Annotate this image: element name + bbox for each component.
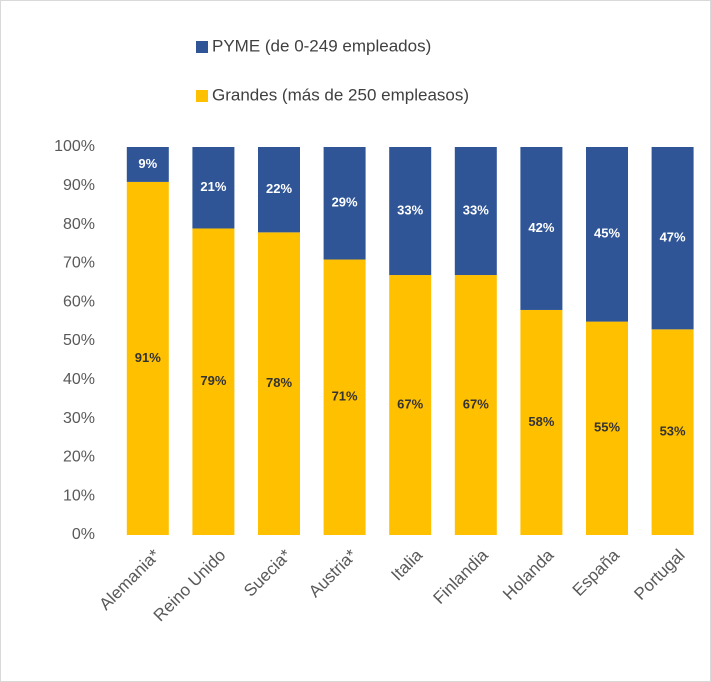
data-label: 22%: [266, 181, 292, 196]
y-tick-label: 30%: [63, 410, 95, 427]
bar-segment: [586, 321, 628, 535]
y-tick-label: 80%: [63, 216, 95, 233]
data-label: 91%: [135, 350, 161, 365]
y-tick-label: 90%: [63, 177, 95, 194]
data-label: 67%: [397, 396, 423, 411]
data-label: 55%: [594, 420, 620, 435]
bar-segment: [651, 329, 694, 535]
bar-segment: [651, 147, 694, 330]
bar-segment: [520, 147, 563, 310]
bar-segment: [126, 181, 169, 536]
bar-segment: [258, 232, 300, 536]
y-tick-label: 40%: [63, 371, 95, 388]
bar-segment: [520, 309, 563, 535]
bar-segment: [454, 275, 497, 535]
data-label: 78%: [266, 375, 292, 390]
bar-segment: [258, 147, 300, 233]
bar-segment: [126, 147, 169, 182]
data-label: 33%: [463, 202, 489, 217]
data-label: 79%: [200, 373, 226, 388]
legend-swatch: [196, 90, 208, 102]
data-label: 21%: [200, 179, 226, 194]
legend-label: PYME (de 0-249 empleados): [212, 36, 431, 55]
bar-segment: [192, 147, 235, 229]
data-label: 47%: [660, 230, 686, 245]
data-label: 58%: [528, 414, 554, 429]
bar-segment: [323, 259, 366, 535]
legend-label: Grandes (más de 250 empleasos): [212, 85, 469, 104]
data-label: 45%: [594, 226, 620, 241]
legend-swatch: [196, 41, 208, 53]
data-label: 33%: [397, 202, 423, 217]
bar-segment: [389, 275, 432, 535]
data-label: 53%: [660, 424, 686, 439]
y-tick-label: 20%: [63, 449, 95, 466]
data-label: 42%: [528, 220, 554, 235]
data-label: 9%: [138, 156, 157, 171]
y-tick-label: 100%: [54, 138, 95, 155]
data-label: 67%: [463, 396, 489, 411]
y-tick-label: 70%: [63, 255, 95, 272]
data-label: 71%: [332, 389, 358, 404]
y-tick-label: 10%: [63, 487, 95, 504]
bar-segment: [454, 147, 497, 276]
y-tick-label: 0%: [72, 526, 95, 543]
bar-segment: [389, 147, 432, 276]
y-tick-label: 60%: [63, 293, 95, 310]
data-label: 29%: [332, 195, 358, 210]
bar-segment: [192, 228, 235, 536]
bar-segment: [323, 147, 366, 260]
bar-segment: [586, 147, 628, 322]
y-tick-label: 50%: [63, 332, 95, 349]
